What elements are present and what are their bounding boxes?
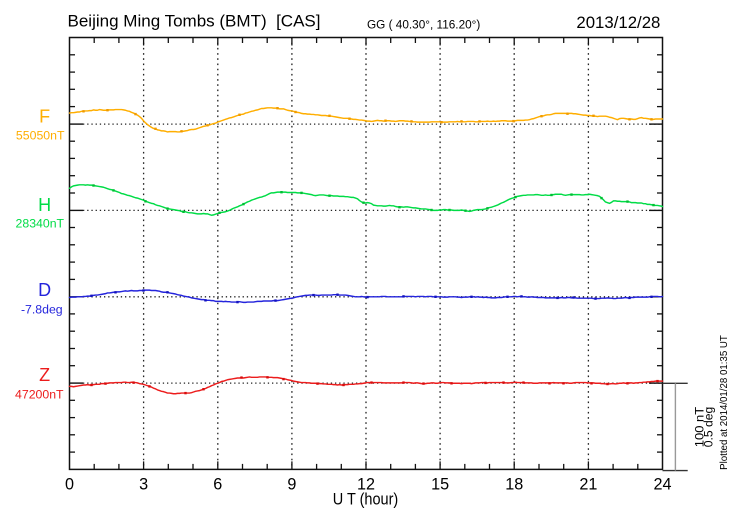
svg-text:GG ( 40.30°, 116.20°): GG ( 40.30°, 116.20°) xyxy=(367,17,480,31)
svg-text:U T (hour): U T (hour) xyxy=(333,491,399,509)
svg-text:18: 18 xyxy=(505,475,523,493)
svg-text:9: 9 xyxy=(287,475,296,493)
svg-text:100 nT: 100 nT xyxy=(692,406,706,447)
svg-text:6: 6 xyxy=(213,475,222,493)
svg-text:F: F xyxy=(39,107,50,127)
svg-text:H: H xyxy=(38,195,51,215)
svg-text:55050nT: 55050nT xyxy=(16,129,65,143)
svg-text:47200nT: 47200nT xyxy=(15,388,64,402)
svg-text:Plotted at 2014/01/28 01:35 UT: Plotted at 2014/01/28 01:35 UT xyxy=(719,335,730,470)
svg-text:15: 15 xyxy=(431,475,449,493)
svg-text:-7.8deg: -7.8deg xyxy=(21,303,63,317)
svg-text:3: 3 xyxy=(139,475,148,493)
svg-text:D: D xyxy=(38,280,51,300)
svg-text:21: 21 xyxy=(579,475,597,493)
svg-text:Z: Z xyxy=(39,365,50,385)
svg-text:2013/12/28: 2013/12/28 xyxy=(576,14,660,32)
svg-text:Beijing Ming Tombs (BMT) [CAS: Beijing Ming Tombs (BMT) [CAS] xyxy=(68,12,321,30)
svg-text:0: 0 xyxy=(65,475,74,493)
svg-text:0.5 deg: 0.5 deg xyxy=(702,407,716,448)
svg-text:28340nT: 28340nT xyxy=(16,217,65,231)
svg-text:12: 12 xyxy=(357,475,375,493)
svg-text:24: 24 xyxy=(653,475,671,493)
